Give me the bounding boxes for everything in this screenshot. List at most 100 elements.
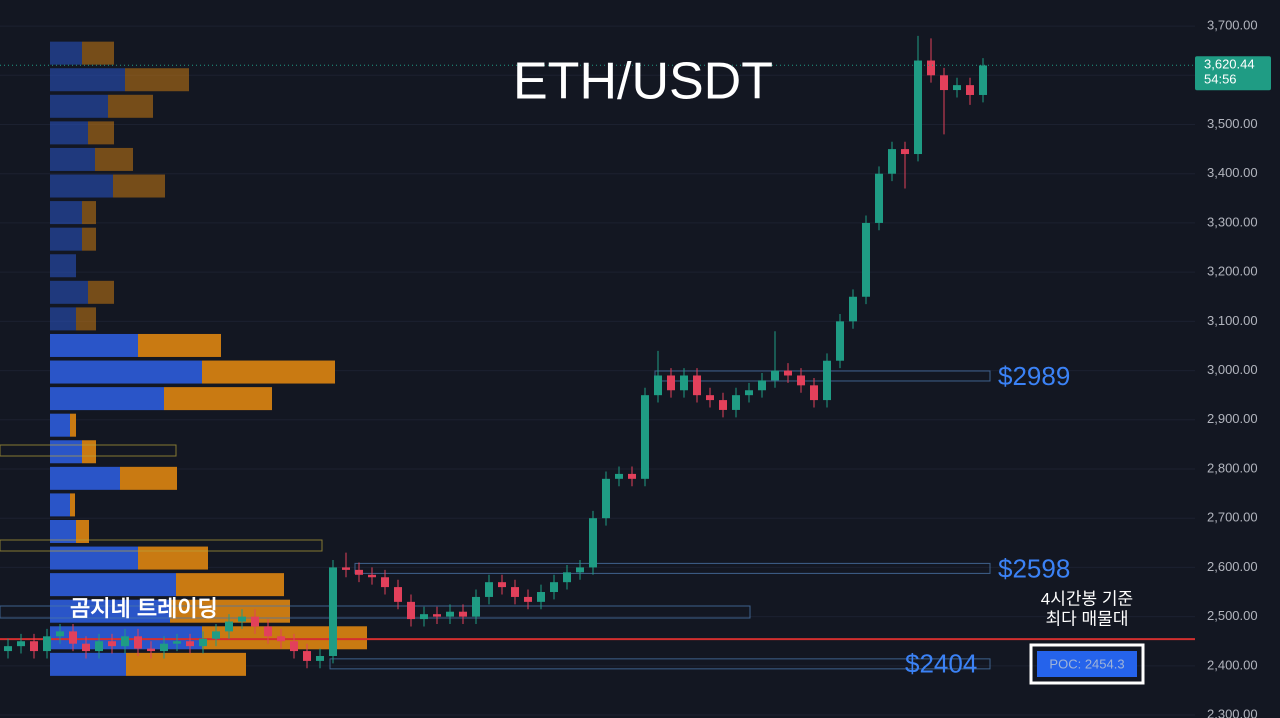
volume-profile [50,41,367,676]
profile-sell [70,413,76,437]
candle-body [667,375,675,391]
zone-box [0,444,177,457]
candle-body [225,621,233,632]
profile-buy [50,227,82,251]
profile-sell [138,333,221,357]
poc-box [1037,651,1137,677]
profile-sell [202,360,335,384]
candle-body [511,587,519,597]
candle-body [680,375,688,391]
candle-body [446,611,454,617]
candle-body [849,296,857,322]
candle-body [810,385,818,401]
profile-buy [50,360,202,384]
profile-sell [76,307,96,331]
watermark: 곰지네 트레이딩 [70,596,218,621]
profile-buy [50,333,138,357]
profile-buy [50,493,70,517]
chart-title: ETH/USDT [513,53,773,111]
candle-body [459,611,467,617]
profile-sell [82,440,96,464]
y-tick-label: 2,600.00 [1207,559,1258,574]
profile-sell [126,652,246,676]
candle-body [420,614,428,620]
poc-frame [1029,643,1145,685]
level-label: $2598 [998,553,1070,583]
candle-body [498,582,506,588]
poc-note: 4시간봉 기준 [1041,589,1133,608]
profile-buy [50,387,164,411]
candle-body [485,582,493,597]
candle-body [862,222,870,297]
candle-body [654,375,662,396]
candle-body [628,473,636,479]
candle-body [836,321,844,361]
candle-body [108,641,116,647]
candle-body [719,400,727,410]
candle-body [199,638,207,647]
candle-body [69,631,77,644]
candle-body [641,395,649,479]
candle-body [693,375,701,396]
profile-buy [50,147,95,171]
level-label: $2989 [998,361,1070,391]
level-label: $2404 [905,649,977,679]
candle-body [914,60,922,155]
profile-sell [70,493,75,517]
candle-body [43,636,51,652]
candle-body [17,641,25,647]
candle-body [940,75,948,91]
candle-body [615,473,623,479]
profile-sell [108,94,153,118]
candle-body [576,567,584,573]
candle-body [303,651,311,661]
candle-body [407,601,415,620]
profile-buy [50,201,82,225]
y-tick-label: 2,400.00 [1207,657,1258,672]
candle-body [433,614,441,617]
profile-sell [88,280,114,304]
profile-sell [82,41,114,65]
candle-body [563,572,571,583]
profile-sell [164,387,272,411]
countdown: 54:56 [1204,72,1237,87]
candle-body [550,582,558,593]
zone-box [0,605,751,619]
candle-body [381,577,389,588]
profile-buy [50,68,125,92]
y-tick-label: 3,000.00 [1207,362,1258,377]
profile-buy [50,307,76,331]
candle-body [875,173,883,223]
candle-body [823,360,831,401]
candle-body [290,641,298,652]
y-tick-label: 3,300.00 [1207,214,1258,229]
zone-box [0,539,323,552]
profile-buy [50,652,126,676]
profile-buy [50,121,88,145]
candle-body [537,592,545,602]
profile-sell [82,227,96,251]
profile-buy [50,519,76,543]
profile-buy [50,440,82,464]
candle-body [888,149,896,174]
profile-sell [138,546,208,570]
profile-buy [50,254,76,278]
candle-body [95,641,103,652]
candle-body [927,60,935,76]
candle-body [706,395,714,401]
candle-body [30,641,38,652]
profile-buy [50,94,108,118]
candle-body [368,574,376,578]
candle-body [121,636,129,647]
candle-body [186,641,194,647]
y-tick-label: 3,400.00 [1207,165,1258,180]
candle-body [251,616,259,627]
profile-sell [170,599,290,623]
y-tick-label: 3,700.00 [1207,18,1258,33]
candle-body [758,380,766,391]
y-tick-label: 3,100.00 [1207,313,1258,328]
last-price-label: 3,620.44 [1204,57,1255,72]
profile-buy [50,599,170,623]
candle-body [329,567,337,656]
